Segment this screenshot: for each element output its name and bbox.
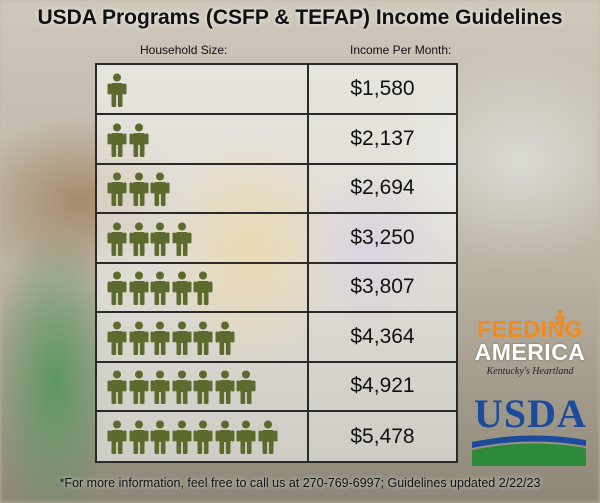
person-icon — [172, 321, 192, 355]
income-cell: $1,580 — [350, 77, 415, 100]
income-cell: $4,921 — [350, 374, 415, 397]
person-icon — [172, 222, 192, 256]
household-size-cell — [97, 312, 309, 361]
household-size-cell — [97, 164, 309, 212]
person-icon — [107, 73, 127, 107]
person-icon — [129, 420, 149, 454]
person-icon — [236, 370, 256, 404]
person-icon — [107, 172, 127, 206]
table-row: $2,137 — [97, 114, 456, 165]
person-icon — [193, 321, 213, 355]
household-size-cell — [97, 411, 309, 462]
person-icon — [129, 172, 149, 206]
person-icon — [215, 370, 235, 404]
household-size-cell — [97, 362, 309, 410]
person-icon — [150, 321, 170, 355]
table-row: $4,921 — [97, 362, 456, 412]
income-cell: $5,478 — [350, 424, 415, 448]
household-size-header: Household Size: — [140, 43, 228, 57]
person-icon — [150, 172, 170, 206]
income-cell: $3,807 — [350, 275, 415, 298]
person-icon — [193, 271, 213, 305]
person-icon — [193, 370, 213, 404]
person-icon — [129, 271, 149, 305]
table-row: $4,364 — [97, 312, 456, 363]
person-icon — [236, 420, 256, 454]
household-size-cell — [97, 263, 309, 311]
household-size-cell — [97, 213, 309, 262]
income-cell: $2,137 — [350, 126, 415, 150]
person-icon — [129, 321, 149, 355]
feeding-america-subtitle: Kentucky's Heartland — [486, 366, 574, 377]
wheat-icon — [555, 310, 565, 330]
person-icon — [129, 370, 149, 404]
person-icon — [107, 222, 127, 256]
person-icon — [193, 420, 213, 454]
income-cell: $4,364 — [350, 324, 415, 348]
household-size-cell — [97, 114, 309, 163]
usda-logo: USDA — [470, 390, 588, 470]
feeding-america-line2: AMERICA — [474, 339, 586, 365]
person-icon — [107, 370, 127, 404]
person-icon — [150, 420, 170, 454]
household-size-cell — [97, 65, 309, 113]
income-cell: $2,694 — [350, 176, 415, 199]
person-icon — [129, 222, 149, 256]
person-icon — [172, 370, 192, 404]
income-per-month-header: Income Per Month: — [350, 43, 452, 57]
person-icon — [215, 321, 235, 355]
person-icon — [107, 123, 127, 157]
person-icon — [107, 271, 127, 305]
income-guidelines-table: $1,580 $2,137 $2,694 $3,250 $3,807 $4,364 $4,9… — [95, 63, 458, 463]
person-icon — [107, 321, 127, 355]
table-row: $3,807 — [97, 263, 456, 313]
feeding-america-line1: FEEDING — [477, 316, 583, 342]
person-icon — [258, 420, 278, 454]
person-icon — [150, 370, 170, 404]
person-icon — [150, 271, 170, 305]
person-icon — [107, 420, 127, 454]
table-row: $3,250 — [97, 213, 456, 264]
feeding-america-logo: FEEDING AMERICA Kentucky's Heartland — [470, 310, 590, 390]
table-row: $5,478 — [97, 411, 456, 462]
person-icon — [172, 271, 192, 305]
person-icon — [150, 222, 170, 256]
person-icon — [172, 420, 192, 454]
person-icon — [215, 420, 235, 454]
footer-note: *For more information, feel free to call… — [59, 476, 541, 490]
person-icon — [129, 123, 149, 157]
page-title: USDA Programs (CSFP & TEFAP) Income Guid… — [37, 6, 563, 29]
income-cell: $3,250 — [350, 225, 415, 249]
usda-field-graphic — [472, 435, 586, 466]
table-row: $2,694 — [97, 164, 456, 214]
table-row: $1,580 — [97, 65, 456, 115]
usda-logo-text: USDA — [474, 391, 587, 436]
